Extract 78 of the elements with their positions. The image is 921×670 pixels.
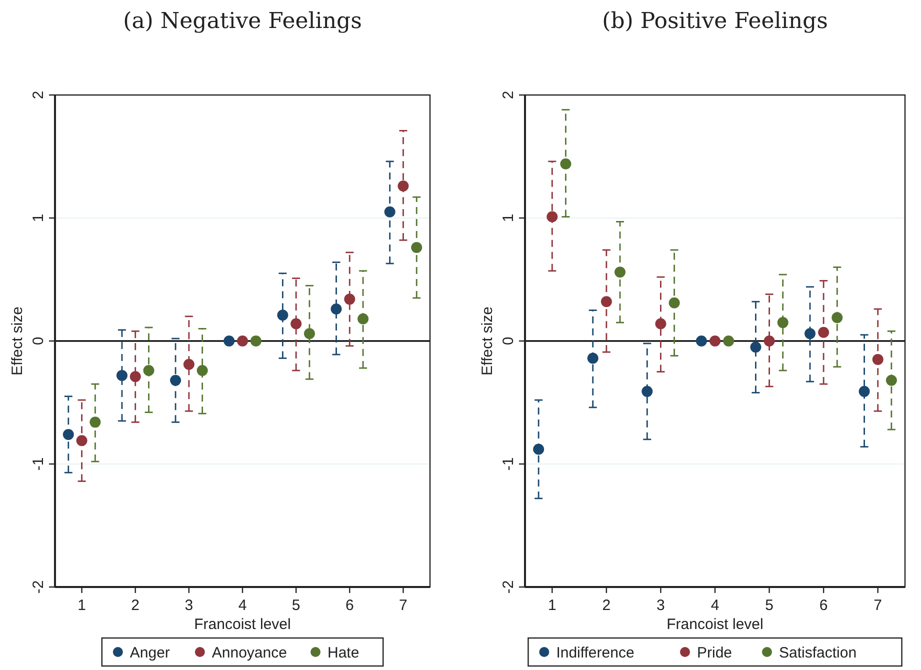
legend-label: Satisfaction (779, 644, 857, 662)
point (143, 365, 154, 376)
point (533, 444, 544, 455)
point (76, 435, 88, 446)
x-tick-label: 4 (710, 597, 720, 614)
point (304, 328, 315, 340)
point (642, 386, 653, 397)
legend-label: Pride (697, 644, 732, 662)
point (384, 206, 396, 218)
y-tick-label: 1 (30, 214, 47, 222)
x-axis-title: Francoist level (666, 616, 764, 633)
point (723, 336, 734, 346)
x-tick-label: 6 (345, 597, 354, 614)
point (130, 371, 141, 382)
point (237, 336, 248, 346)
x-tick-label: 1 (78, 597, 86, 614)
x-tick-label: 5 (292, 597, 300, 614)
point (832, 312, 843, 324)
y-tick-label: 0 (30, 336, 47, 346)
x-tick-label: 2 (131, 597, 140, 614)
point (587, 352, 598, 364)
x-axis-title: Francoist level (194, 616, 291, 633)
point (196, 365, 208, 376)
point (398, 180, 409, 192)
x-tick-label: 7 (399, 597, 408, 614)
point (872, 354, 884, 365)
point (250, 336, 262, 346)
point (600, 296, 612, 308)
point (62, 428, 74, 440)
point (777, 317, 788, 328)
y-tick-label: -2 (30, 580, 47, 594)
x-tick-label: 2 (602, 597, 611, 614)
x-tick-label: 4 (238, 597, 247, 614)
x-tick-label: 3 (656, 597, 665, 614)
point (886, 374, 897, 386)
point (290, 318, 302, 330)
y-tick-label: 2 (30, 90, 47, 100)
y-tick-label: 1 (500, 214, 517, 222)
point (277, 310, 288, 321)
legend-label: Anger (130, 644, 170, 662)
y-axis-title: Effect size (9, 306, 26, 376)
point (411, 242, 422, 254)
point (668, 297, 680, 308)
y-tick-label: 2 (500, 90, 517, 100)
chart-title: (b) Positive Feelings (602, 9, 828, 34)
point (546, 211, 558, 222)
y-tick-label: 0 (500, 336, 517, 346)
point (614, 266, 626, 278)
chart-title: (a) Negative Feelings (123, 9, 362, 34)
point (358, 313, 369, 324)
point (560, 158, 572, 170)
point (183, 358, 194, 370)
point (818, 326, 830, 338)
x-tick-label: 6 (819, 597, 828, 614)
legend-label: Indifference (556, 644, 634, 662)
y-tick-label: -1 (30, 457, 47, 471)
x-tick-label: 7 (874, 597, 882, 614)
point (696, 336, 707, 346)
point (90, 416, 101, 428)
point (116, 370, 128, 381)
legend-label: Hate (328, 644, 360, 662)
point (344, 294, 356, 305)
legend-label: Annoyance (212, 644, 287, 662)
point (224, 336, 235, 346)
point (764, 336, 775, 346)
point (750, 342, 762, 353)
y-tick-label: -2 (500, 580, 517, 594)
x-tick-label: 5 (765, 597, 774, 614)
point (330, 304, 342, 315)
y-axis-title: Effect size (479, 306, 496, 376)
x-tick-label: 1 (548, 597, 556, 614)
x-tick-label: 3 (184, 597, 194, 614)
point (858, 386, 870, 397)
point (804, 328, 816, 340)
point (710, 336, 720, 346)
point (655, 318, 666, 330)
point (170, 374, 182, 386)
y-tick-label: -1 (500, 457, 517, 471)
